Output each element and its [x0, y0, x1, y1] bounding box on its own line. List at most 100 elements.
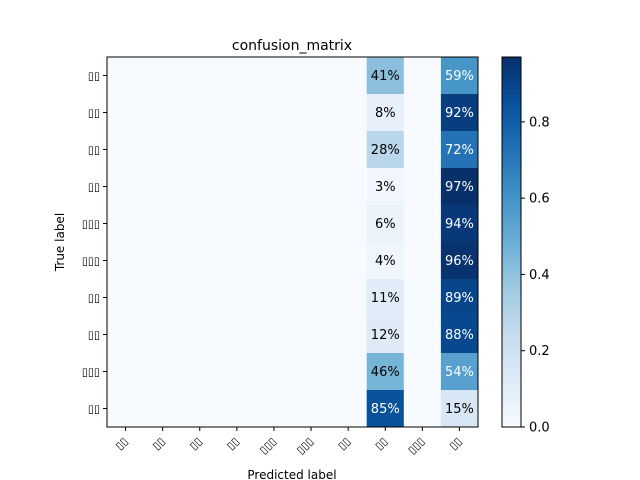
heatmap-cell-r4-c0: [107, 205, 145, 243]
colorbar-tick-label: 0.6: [529, 192, 550, 207]
heatmap-cell-r6-c1: [144, 279, 182, 317]
heatmap-cell-r2-c2: [181, 131, 219, 169]
heatmap-cell-r5-c6: [329, 242, 368, 280]
heatmap-cell-r4-c8: [403, 205, 442, 243]
heatmap-cell-r0-c1: [144, 57, 182, 95]
colorbar-tick-label: 0.2: [529, 344, 550, 359]
heatmap-cell-r5-c5: [292, 242, 331, 280]
x-tick-label: ▯▯▯: [294, 435, 316, 457]
colorbar: [501, 56, 522, 428]
x-axis-label: Predicted label: [247, 468, 336, 480]
heatmap-cell-r9-c5: [292, 390, 331, 428]
cell-label-r8-c7: 46%: [371, 365, 400, 380]
y-tick-label: ▯▯▯: [82, 218, 100, 231]
x-axis: ▯▯ ▯▯ ▯▯ ▯▯ ▯▯▯ ▯▯▯ ▯▯ ▯▯ ▯▯▯ ▯▯: [113, 427, 465, 457]
heatmap-cell-r9-c7: [366, 390, 405, 428]
heatmap-cell-r0-c3: [218, 57, 256, 95]
heatmap-cell-r9-c1: [144, 390, 182, 428]
cell-label-r3-c7: 3%: [375, 180, 396, 195]
y-tick-label: ▯▯: [88, 181, 100, 194]
x-tick-label: ▯▯▯: [405, 435, 427, 457]
heatmap-cell-r7-c9: [440, 316, 479, 354]
heatmap-cell-r1-c0: [107, 94, 145, 132]
heatmap-cell-r9-c4: [255, 390, 293, 428]
heatmap-cell-r0-c4: [255, 57, 293, 95]
cell-label-r5-c9: 96%: [445, 254, 474, 269]
cell-label-r6-c7: 11%: [371, 291, 400, 306]
heatmap-cell-r2-c0: [107, 131, 145, 169]
heatmap-cell-r1-c1: [144, 94, 182, 132]
heatmap-cell-r5-c8: [403, 242, 442, 280]
y-tick-label: ▯▯: [88, 329, 100, 342]
heatmap-cell-r4-c7: [366, 205, 405, 243]
y-tick-label: ▯▯▯: [82, 255, 100, 268]
colorbar-tick-label: 0.0: [529, 421, 550, 436]
heatmap-cell-r6-c9: [440, 279, 479, 317]
x-tick-label: ▯▯: [187, 435, 205, 453]
x-tick-label: ▯▯: [150, 435, 168, 453]
cell-label-r0-c9: 59%: [445, 69, 474, 84]
heatmap-cell-r3-c2: [181, 168, 219, 206]
colorbar-ticks: 0.0 0.2 0.4 0.6 0.8: [521, 115, 550, 436]
heatmap-cell-r9-c8: [403, 390, 442, 428]
y-tick-label: ▯▯: [88, 144, 100, 157]
cell-label-r3-c9: 97%: [445, 180, 474, 195]
cell-label-r1-c9: 92%: [445, 106, 474, 121]
heatmap-cell-r3-c0: [107, 168, 145, 206]
heatmap-cell-r5-c0: [107, 242, 145, 280]
y-tick-label: ▯▯▯: [82, 366, 100, 379]
heatmap-cell-r7-c3: [218, 316, 256, 354]
heatmap-cell-r5-c1: [144, 242, 182, 280]
cell-label-r7-c7: 12%: [371, 328, 400, 343]
heatmap-cell-r8-c5: [292, 353, 331, 391]
heatmap-cell-r4-c6: [329, 205, 368, 243]
heatmap-cell-r2-c3: [218, 131, 256, 169]
heatmap-cell-r4-c1: [144, 205, 182, 243]
heatmap-cells: [107, 57, 479, 428]
heatmap-cell-r7-c6: [329, 316, 368, 354]
heatmap-cell-r0-c5: [292, 57, 331, 95]
heatmap-cell-r1-c2: [181, 94, 219, 132]
heatmap-cell-r8-c2: [181, 353, 219, 391]
heatmap-cell-r2-c5: [292, 131, 331, 169]
heatmap-cell-r6-c5: [292, 279, 331, 317]
y-tick-label: ▯▯: [88, 70, 100, 83]
heatmap-cell-r4-c2: [181, 205, 219, 243]
heatmap-cell-r5-c7: [366, 242, 405, 280]
heatmap-cell-r6-c6: [329, 279, 368, 317]
cell-label-r8-c9: 54%: [445, 365, 474, 380]
heatmap-cell-r3-c8: [403, 168, 442, 206]
heatmap-cell-r3-c4: [255, 168, 293, 206]
heatmap-cell-r3-c3: [218, 168, 256, 206]
heatmap-cell-r8-c9: [440, 353, 479, 391]
heatmap-cell-labels: 41% 59% 8% 92% 28% 72% 3% 97% 6% 94% 4% 96% 11% 89% 12…: [371, 69, 474, 417]
heatmap-cell-r7-c0: [107, 316, 145, 354]
x-tick-label: ▯▯: [447, 435, 465, 453]
heatmap-cell-r8-c6: [329, 353, 368, 391]
heatmap-cell-r6-c8: [403, 279, 442, 317]
cell-label-r2-c9: 72%: [445, 143, 474, 158]
heatmap-cell-r0-c6: [329, 57, 368, 95]
heatmap-cell-r8-c0: [107, 353, 145, 391]
cell-label-r5-c7: 4%: [375, 254, 396, 269]
heatmap-cell-r1-c3: [218, 94, 256, 132]
heatmap-cell-r1-c5: [292, 94, 331, 132]
heatmap-cell-r0-c9: [440, 57, 479, 95]
cell-label-r6-c9: 89%: [445, 291, 474, 306]
heatmap-cell-r8-c3: [218, 353, 256, 391]
heatmap-cell-r7-c4: [255, 316, 293, 354]
x-tick-label: ▯▯▯: [257, 435, 279, 457]
heatmap-cell-r7-c8: [403, 316, 442, 354]
heatmap-cell-r4-c3: [218, 205, 256, 243]
heatmap-cell-r6-c3: [218, 279, 256, 317]
heatmap-cell-r9-c0: [107, 390, 145, 428]
heatmap-cell-r9-c2: [181, 390, 219, 428]
heatmap-cell-r1-c8: [403, 94, 442, 132]
x-tick-label: ▯▯: [372, 435, 390, 453]
heatmap-cell-r4-c4: [255, 205, 293, 243]
cell-label-r4-c7: 6%: [375, 217, 396, 232]
cell-label-r4-c9: 94%: [445, 217, 474, 232]
x-tick-label: ▯▯: [224, 435, 242, 453]
heatmap-cell-r3-c5: [292, 168, 331, 206]
